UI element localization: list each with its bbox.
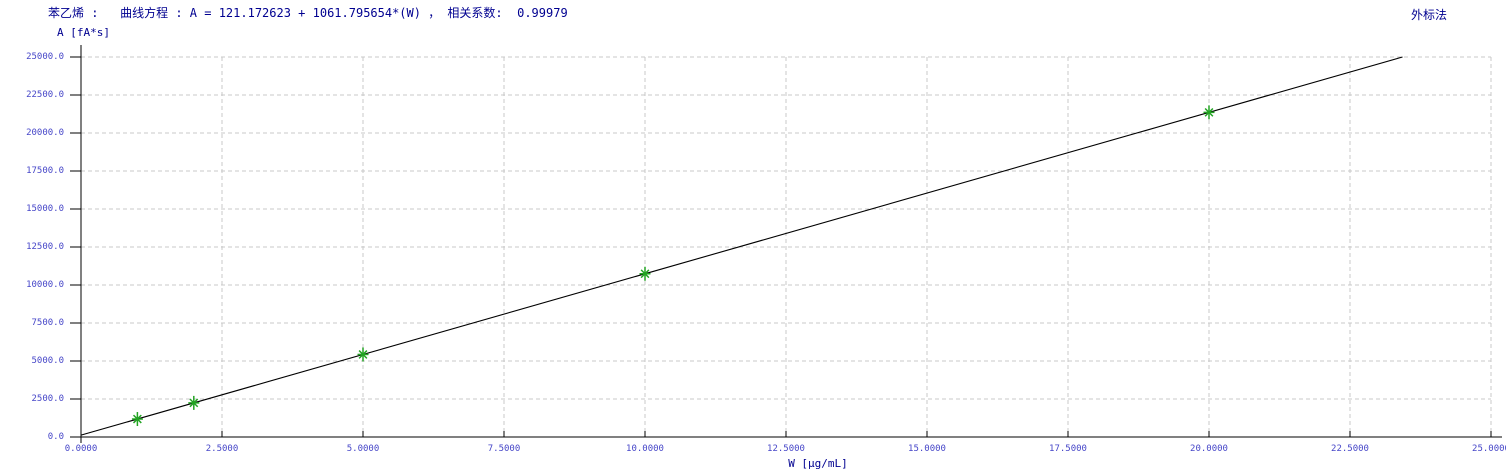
marker-center — [1207, 110, 1211, 115]
x-tick-label: 5.0000 — [346, 444, 380, 454]
curve-equation-title: 苯乙烯 : 曲线方程 : A = 121.172623 + 1061.79565… — [48, 6, 568, 20]
y-axis-label: A [fA*s] — [57, 26, 110, 39]
x-tick-label: 17.5000 — [1049, 444, 1087, 454]
y-tick-label: 12500.0 — [26, 242, 64, 252]
calibration-point-marker — [1203, 105, 1215, 120]
calibration-point-marker — [131, 412, 143, 427]
y-tick-label: 5000.0 — [31, 356, 64, 366]
marker-center — [135, 417, 140, 421]
y-tick-label: 25000.0 — [26, 52, 64, 62]
x-tick-label: 12.5000 — [767, 444, 805, 454]
y-tick-label: 17500.0 — [26, 166, 64, 176]
marker-center — [361, 352, 365, 357]
marker-center — [192, 401, 196, 405]
quantitation-method-label: 外标法 — [1411, 8, 1448, 22]
y-tick-label: 22500.0 — [26, 90, 64, 100]
marker-center — [643, 272, 647, 276]
x-tick-label: 15.0000 — [908, 444, 946, 454]
x-axis-label: W [μg/mL] — [788, 457, 848, 470]
fit-line — [80, 56, 1403, 436]
x-tick-label: 10.0000 — [626, 444, 664, 454]
calibration-point-marker — [188, 395, 200, 410]
y-tick-label: 10000.0 — [26, 280, 64, 290]
y-tick-label: 7500.0 — [31, 318, 64, 328]
x-tick-label: 2.5000 — [205, 444, 239, 454]
calibration-point-marker — [639, 266, 651, 281]
calibration-point-marker — [357, 347, 369, 362]
x-tick-label: 20.0000 — [1190, 444, 1228, 454]
y-tick-label: 0.0 — [47, 432, 64, 442]
y-tick-label: 15000.0 — [26, 204, 64, 214]
x-tick-label: 0.0000 — [64, 444, 98, 454]
y-tick-label: 2500.0 — [31, 394, 64, 404]
x-tick-label: 7.5000 — [487, 444, 521, 454]
x-tick-label: 22.5000 — [1331, 444, 1369, 454]
x-tick-label: 25.0000 — [1472, 444, 1506, 454]
y-tick-label: 20000.0 — [26, 128, 64, 138]
